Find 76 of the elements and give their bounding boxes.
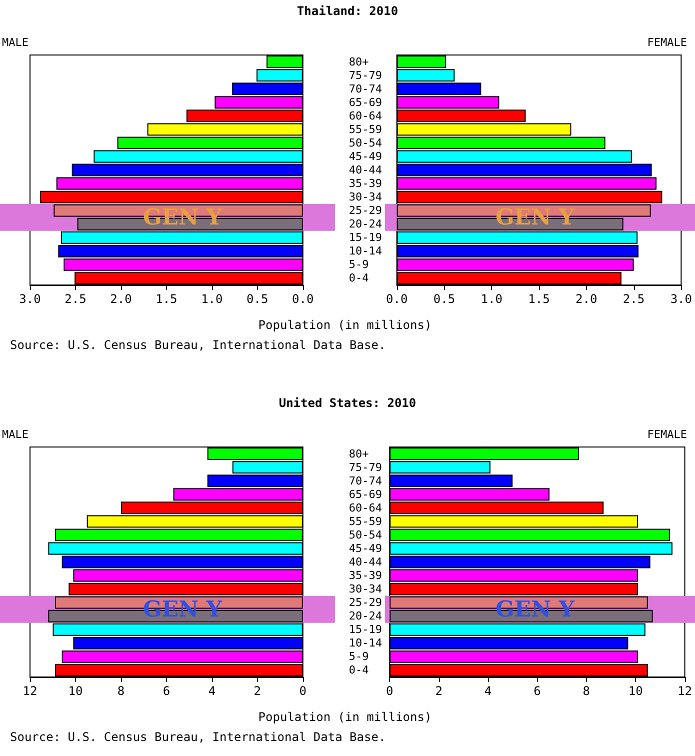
x-tick-label: 3.0 [19,292,41,306]
x-tick-label: 0 [299,684,307,698]
x-tick-label: 4 [208,684,216,698]
y-tick-label: 65-69 [348,488,382,501]
x-tick-label: 8 [582,684,590,698]
source-note: Source: U.S. Census Bureau, International Data Base. [10,730,386,744]
x-tick-label: 10 [628,684,643,698]
y-tick-label: 10-14 [348,636,382,650]
y-tick-label: 10-14 [348,244,382,258]
x-tick-label: 2.5 [64,292,86,306]
y-tick-label: 50-54 [348,528,382,542]
x-tick-label: 12 [22,684,38,698]
y-tick-label: 0-4 [348,272,370,285]
x-tick-label: 1.5 [156,292,178,306]
y-tick-label: 80+ [348,55,370,68]
text: Thailand: 2010 [296,4,400,18]
y-tick-label: 35-39 [348,569,382,582]
band-label: GEN Y [142,204,222,230]
y-tick-label: 45-49 [348,542,382,555]
y-tick-label: 30-34 [348,190,382,204]
y-tick-label: 75-79 [348,68,382,82]
source-note: Source: U.S. Census Bureau, International Data Base. [10,338,386,352]
y-tick-label: 45-49 [348,150,382,163]
y-tick-label: 20-24 [348,218,382,231]
text: MALE [2,36,28,49]
band-label: GEN Y [142,596,222,622]
y-tick-label: 40-44 [348,164,382,176]
x-tick-label: 1.0 [480,292,502,306]
x-tick-label: 6 [534,684,541,698]
y-tick-label: 20-24 [348,610,382,623]
x-axis-title: Population (in millions) [257,710,433,724]
x-tick-label: 0.5 [246,292,268,306]
x-tick-label: 2.5 [622,292,645,306]
x-tick-label: 0.0 [292,292,314,306]
x-tick-label: 12 [678,684,692,698]
y-tick-label: 75-79 [348,460,382,474]
x-tick-label: 0.5 [433,292,456,306]
text: FEMALE [647,36,687,49]
text: MALE [2,428,28,441]
y-tick-label: 60-64 [348,109,382,122]
x-tick-label: 3.0 [670,292,692,306]
text: United States: 2010 [278,396,418,410]
y-tick-label: 40-44 [348,556,382,568]
x-tick-label: 0 [386,684,394,698]
y-tick-label: 25-29 [348,596,382,610]
y-tick-label: 55-59 [348,514,382,528]
x-tick-label: 2.0 [576,292,598,306]
y-tick-label: 70-74 [348,474,382,488]
band-label: GEN Y [495,204,575,230]
x-tick-label: 10 [68,684,83,698]
y-tick-label: 65-69 [348,96,382,109]
y-tick-label: 15-19 [348,231,382,244]
x-tick-label: 2.0 [110,292,132,306]
y-tick-label: 5-9 [348,258,369,272]
x-tick-label: 2 [435,684,442,698]
x-tick-label: 2 [254,684,262,698]
y-tick-label: 70-74 [348,82,382,96]
x-tick-label: 1.0 [201,292,223,306]
x-tick-label: 0.0 [386,292,408,306]
y-tick-label: 35-39 [348,177,382,190]
y-tick-label: 55-59 [348,122,382,136]
x-axis-title: Population (in millions) [257,318,433,332]
y-tick-label: 80+ [348,447,370,460]
x-tick-label: 6 [162,684,170,698]
y-tick-label: 25-29 [348,204,382,218]
x-tick-label: 4 [484,684,492,698]
y-tick-label: 0-4 [348,664,370,677]
band-label: GEN Y [495,596,575,622]
x-tick-label: 1.5 [528,292,550,306]
y-tick-label: 15-19 [348,623,382,636]
y-tick-label: 30-34 [348,582,382,596]
y-tick-label: 5-9 [348,650,369,664]
y-tick-label: 60-64 [348,501,382,514]
x-tick-label: 8 [117,684,125,698]
text: FEMALE [647,428,687,441]
y-tick-label: 50-54 [348,136,382,150]
